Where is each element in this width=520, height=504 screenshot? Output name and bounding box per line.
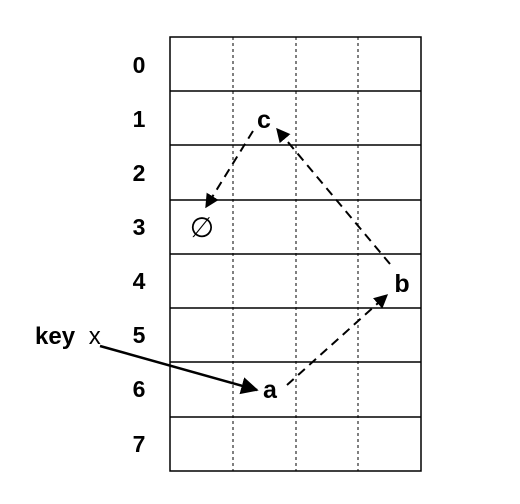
arrow-a-to-b (286, 294, 389, 386)
row-label-6: 6 (133, 376, 146, 402)
null-symbol: ∅ (190, 211, 214, 244)
node-b: b (394, 270, 409, 298)
row-label-5: 5 (133, 322, 146, 348)
key-pointer-arrow (99, 344, 259, 395)
arrow-b-to-c (276, 127, 391, 265)
node-a: a (263, 376, 278, 404)
row-label-4: 4 (133, 268, 146, 294)
arrow-c-to-null (205, 130, 254, 209)
chain-nodes: a b c (257, 106, 410, 404)
row-label-1: 1 (133, 106, 146, 132)
column-guides (232, 37, 359, 471)
row-label-3: 3 (133, 214, 146, 240)
row-label-2: 2 (133, 160, 146, 186)
node-c: c (257, 106, 271, 134)
key-label: key x (35, 323, 101, 350)
row-labels: 0 1 2 3 4 5 6 7 (133, 52, 146, 457)
hash-table (169, 36, 422, 472)
row-label-7: 7 (133, 431, 146, 457)
row-label-0: 0 (133, 52, 146, 78)
chain-arrows (205, 127, 391, 386)
key-word: key (35, 323, 76, 350)
key-variable: x (89, 323, 101, 350)
